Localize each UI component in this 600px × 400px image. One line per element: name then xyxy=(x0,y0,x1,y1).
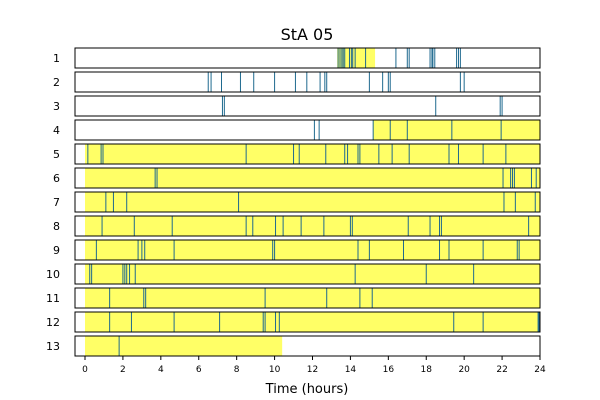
row-frame-4 xyxy=(74,119,541,141)
raster-row-5: 5 xyxy=(53,143,541,165)
x-tick-label-8: 8 xyxy=(234,365,240,375)
row-label-9: 9 xyxy=(53,244,60,257)
row-label-12: 12 xyxy=(46,316,60,329)
row-label-1: 1 xyxy=(53,52,60,65)
row-label-2: 2 xyxy=(53,76,60,89)
row-frame-8 xyxy=(74,215,541,237)
row-label-3: 3 xyxy=(53,100,60,113)
x-tick-label-6: 6 xyxy=(196,365,202,375)
fill-segment-6-0 xyxy=(85,168,540,188)
raster-row-6: 6 xyxy=(53,167,541,189)
raster-row-3: 3 xyxy=(53,95,541,117)
x-tick-label-2: 2 xyxy=(120,365,126,375)
row-frame-2 xyxy=(74,71,541,93)
raster-row-13: 13 xyxy=(46,335,541,357)
fill-segment-13-0 xyxy=(85,336,283,356)
fill-segment-12-0 xyxy=(85,312,540,332)
row-label-4: 4 xyxy=(53,124,60,137)
x-tick-label-24: 24 xyxy=(534,365,546,375)
x-tick-label-18: 18 xyxy=(421,365,433,375)
row-frame-3 xyxy=(74,95,541,117)
x-axis-label: Time (hours) xyxy=(265,382,349,397)
row-frame-6 xyxy=(74,167,541,189)
raster-row-12: 12 xyxy=(46,311,541,333)
raster-row-10: 10 xyxy=(46,263,541,285)
raster-row-11: 11 xyxy=(46,287,541,309)
fill-segment-5-0 xyxy=(85,144,540,164)
x-tick-label-0: 0 xyxy=(82,365,88,375)
x-tick-label-14: 14 xyxy=(345,365,357,375)
x-tick-label-22: 22 xyxy=(496,365,507,375)
x-tick-label-10: 10 xyxy=(269,365,281,375)
row-frame-9 xyxy=(74,239,541,261)
x-axis: 0 2 4 6 8 10 12 14 16 18 20 22 24 xyxy=(82,356,546,375)
fill-segment-9-0 xyxy=(85,240,540,260)
row-label-10: 10 xyxy=(46,268,60,281)
raster-row-4: 4 xyxy=(53,119,541,141)
row-label-11: 11 xyxy=(46,292,60,305)
x-tick-label-12: 12 xyxy=(307,365,318,375)
row-label-6: 6 xyxy=(53,172,60,185)
row-frame-12 xyxy=(74,311,541,333)
row-label-8: 8 xyxy=(53,220,60,233)
raster-row-1: 1 xyxy=(53,47,541,69)
raster-row-7: 7 xyxy=(53,191,541,213)
row-frame-5 xyxy=(74,143,541,165)
fill-segment-8-0 xyxy=(85,216,540,236)
fill-segment-10-0 xyxy=(85,264,540,284)
row-frame-1 xyxy=(74,47,541,69)
row-frame-13 xyxy=(74,335,541,357)
chart-title: StA 05 xyxy=(281,25,334,44)
raster-row-9: 9 xyxy=(53,239,541,261)
x-tick-label-4: 4 xyxy=(158,365,164,375)
row-label-7: 7 xyxy=(53,196,60,209)
row-frame-11 xyxy=(74,287,541,309)
raster-row-2: 2 xyxy=(53,71,541,93)
row-frame-10 xyxy=(74,263,541,285)
x-tick-label-20: 20 xyxy=(458,365,470,375)
row-label-13: 13 xyxy=(46,340,60,353)
row-label-5: 5 xyxy=(53,148,60,161)
fill-segment-7-0 xyxy=(85,192,540,212)
fill-segment-11-0 xyxy=(85,288,540,308)
x-tick-label-16: 16 xyxy=(383,365,395,375)
raster-row-8: 8 xyxy=(53,215,541,237)
row-frame-7 xyxy=(74,191,541,213)
fill-segment-4-0 xyxy=(373,120,540,140)
